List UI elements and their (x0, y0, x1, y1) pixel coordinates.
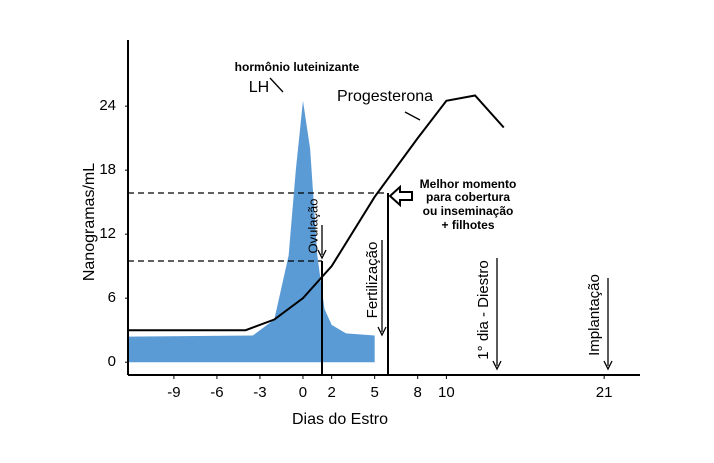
x-tick-label: -9 (167, 384, 180, 401)
diestrus-label: 1° dia - Diestro (475, 260, 492, 359)
x-axis-label: Dias do Estro (292, 411, 388, 428)
x-tick-label: 21 (596, 384, 613, 401)
best-line: ou inseminação (423, 204, 514, 218)
x-tick-label: 8 (414, 384, 422, 401)
y-tick-label: 18 (99, 161, 116, 178)
y-tick-label: 24 (99, 97, 116, 114)
x-tick-label: -3 (253, 384, 266, 401)
x-tick-label: 0 (299, 384, 307, 401)
y-tick-label: 0 (108, 353, 116, 370)
best-line: Melhor momento (420, 177, 517, 191)
lh-area (128, 100, 375, 363)
lh-full-label: hormônio luteinizante (235, 60, 360, 74)
ovulation-label: Ovulação (305, 199, 320, 254)
x-tick-label: 10 (438, 384, 455, 401)
progesterone-line (128, 94, 505, 332)
best-line: para cobertura (426, 190, 510, 204)
y-tick-label: 6 (108, 289, 116, 306)
x-tick-label: 2 (327, 384, 335, 401)
x-tick-label: -6 (210, 384, 223, 401)
y-tick-label: 12 (99, 225, 116, 242)
fertilization-label: Fertilização (364, 242, 381, 319)
implantation-label: Implantação (586, 274, 603, 356)
x-tick-label: 5 (371, 384, 379, 401)
progesterone-label: Progesterona (337, 88, 433, 105)
y-axis-label: Nanogramas/mL (81, 163, 98, 281)
lh-label: LH (249, 79, 269, 96)
best-line: + filhotes (441, 218, 494, 232)
annotation-arrows (128, 77, 613, 375)
